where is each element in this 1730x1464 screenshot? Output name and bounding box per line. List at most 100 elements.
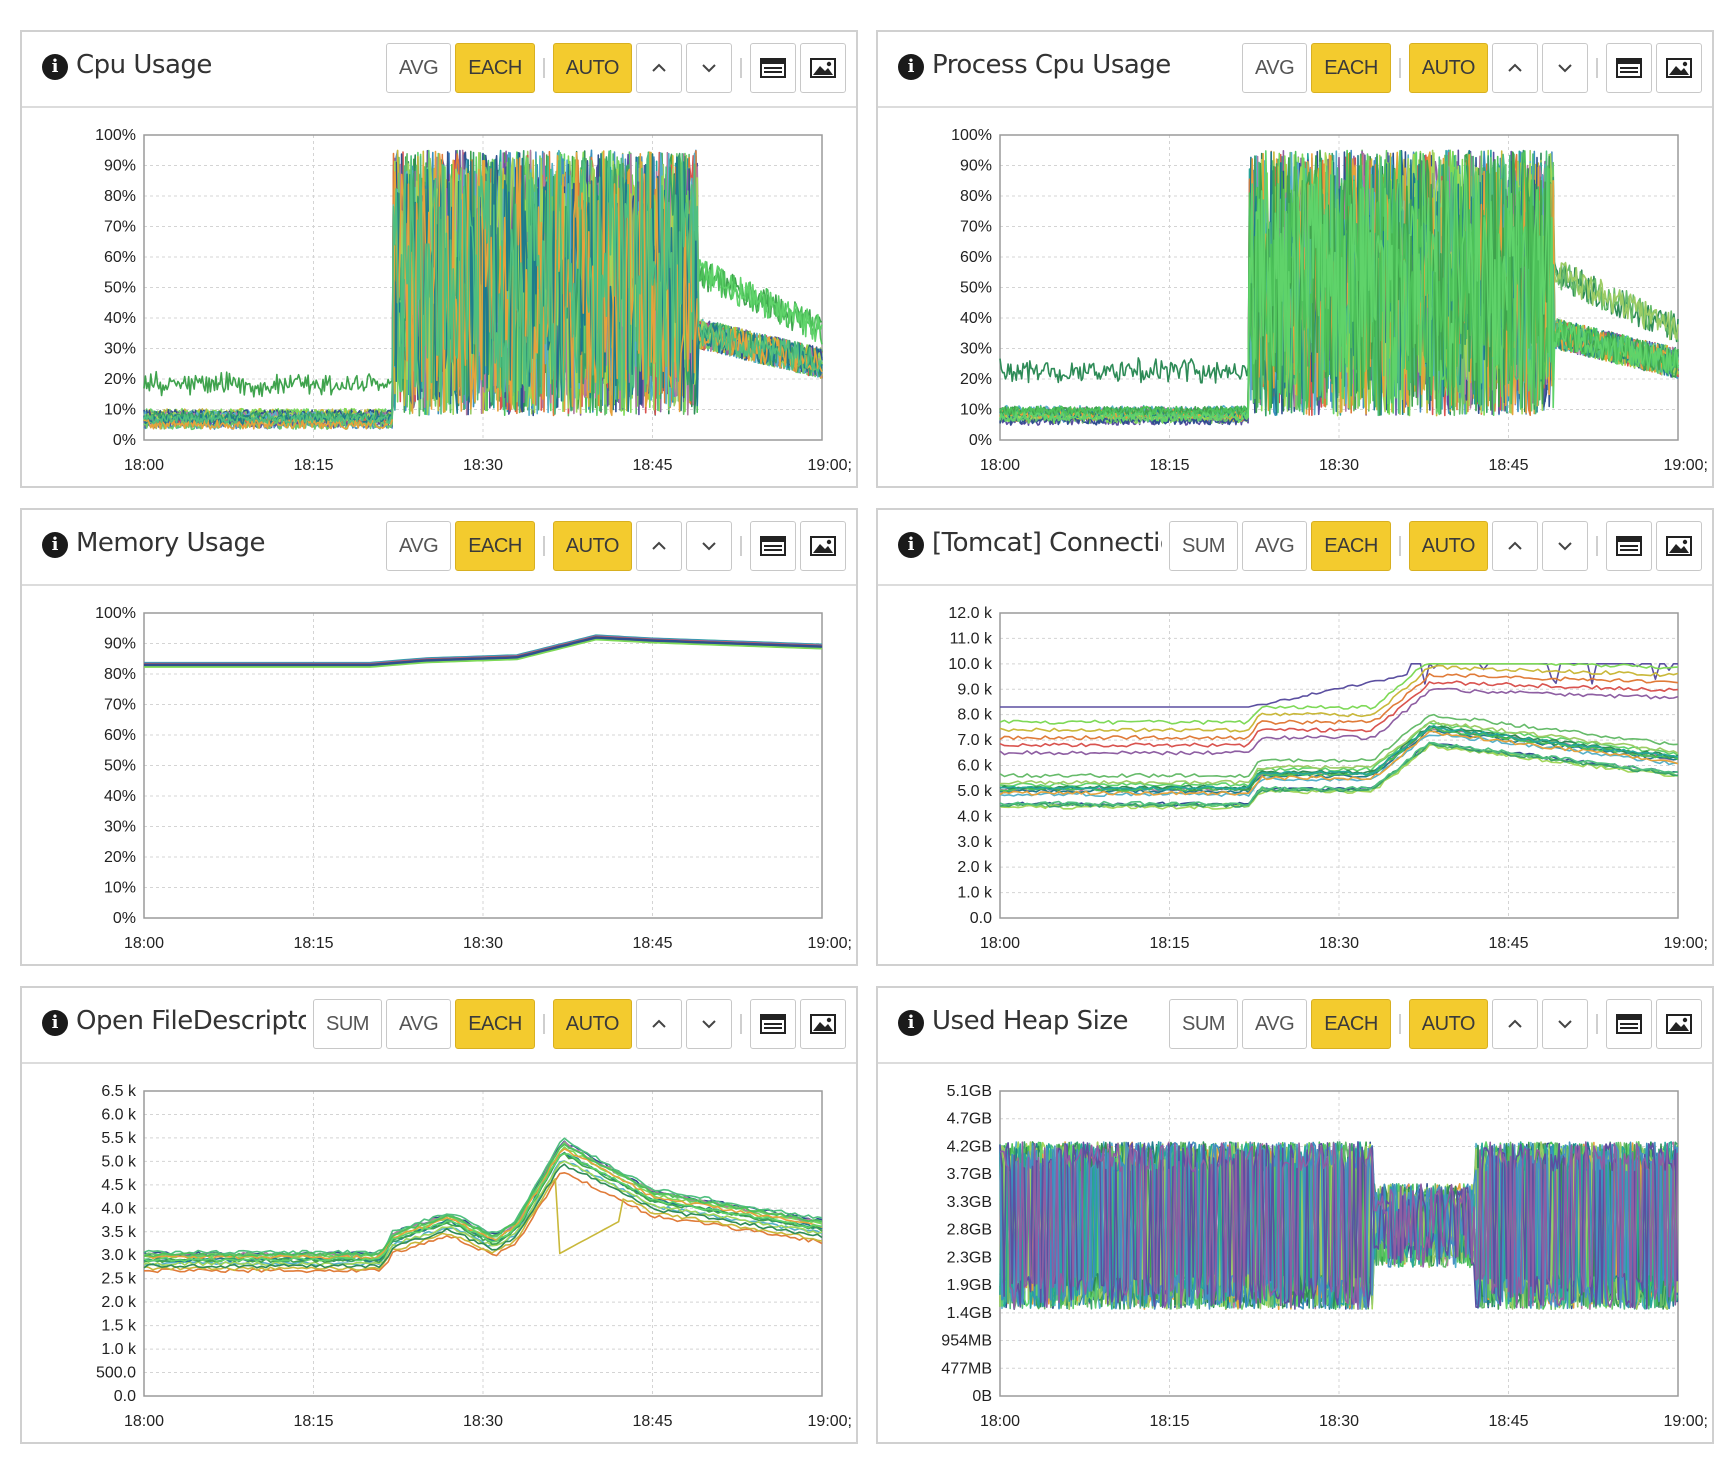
auto-button[interactable]: AUTO: [552, 521, 632, 571]
series-line: [143, 1143, 823, 1258]
y-tick-label: 8.0 k: [957, 707, 993, 724]
each-button[interactable]: EACH: [455, 521, 535, 571]
scale-up-button[interactable]: [1492, 521, 1538, 571]
sum-button[interactable]: SUM: [1169, 521, 1238, 571]
scale-up-button[interactable]: [636, 999, 682, 1049]
series-line: [143, 1137, 823, 1255]
line-chart[interactable]: 12.0 k 11.0 k 10.0 k 9.0 k 8.0 k 7.0 k 6.0 k 5.…: [878, 588, 1712, 966]
avg-button[interactable]: AVG: [1241, 999, 1308, 1049]
auto-button[interactable]: AUTO: [552, 999, 632, 1049]
table-view-button[interactable]: [1606, 521, 1652, 571]
y-tick-label: 90%: [960, 158, 992, 175]
sum-button[interactable]: SUM: [1169, 999, 1238, 1049]
plot-frame: [999, 612, 1679, 919]
line-chart[interactable]: 100% 90% 80% 70% 60% 50% 40% 30% 20% 10% 0% 18:00 18…: [22, 588, 856, 966]
image-export-button[interactable]: [1656, 521, 1702, 571]
scale-down-button[interactable]: [686, 521, 732, 571]
y-tick-label: 60%: [104, 727, 136, 744]
image-export-button[interactable]: [800, 521, 846, 571]
table-view-button[interactable]: [750, 999, 796, 1049]
series-group: [144, 634, 823, 668]
image-export-icon: [1666, 58, 1692, 78]
table-view-button[interactable]: [1606, 999, 1652, 1049]
y-tick-label: 1.0 k: [957, 885, 993, 902]
each-button[interactable]: EACH: [1311, 999, 1391, 1049]
auto-button[interactable]: AUTO: [1408, 43, 1488, 93]
chevron-down-icon: [702, 64, 716, 73]
chevron-down-icon: [1558, 542, 1572, 551]
x-tick-label: 18:45: [1488, 1413, 1528, 1430]
auto-button[interactable]: AUTO: [1408, 521, 1488, 571]
info-icon[interactable]: i: [898, 1010, 924, 1036]
y-tick-label: 80%: [960, 188, 992, 205]
table-view-button[interactable]: [1606, 43, 1652, 93]
scale-down-button[interactable]: [1542, 43, 1588, 93]
image-export-button[interactable]: [1656, 999, 1702, 1049]
x-tick-label: 18:45: [1488, 457, 1528, 474]
info-icon[interactable]: i: [42, 532, 68, 558]
avg-button[interactable]: AVG: [385, 43, 452, 93]
auto-button[interactable]: AUTO: [552, 43, 632, 93]
x-tick-label: 18:00: [124, 935, 164, 952]
auto-button[interactable]: AUTO: [1408, 999, 1488, 1049]
scale-up-button[interactable]: [636, 521, 682, 571]
scale-down-button[interactable]: [1542, 521, 1588, 571]
avg-button[interactable]: AVG: [385, 521, 452, 571]
y-tick-label: 80%: [104, 188, 136, 205]
avg-button[interactable]: AVG: [385, 999, 452, 1049]
chart-area: 100% 90% 80% 70% 60% 50% 40% 30% 20% 10% 0% 18:00 18…: [878, 110, 1712, 486]
y-tick-label: 5.1GB: [947, 1083, 992, 1100]
image-export-button[interactable]: [1656, 43, 1702, 93]
each-button[interactable]: EACH: [455, 999, 535, 1049]
chart-panel-2: i Memory Usage AVG EACH AUTO 100% 90% 80% 70% 60%…: [20, 508, 858, 966]
scale-up-button[interactable]: [636, 43, 682, 93]
each-button[interactable]: EACH: [455, 43, 535, 93]
panel-header: i Open FileDescriptor SUM AVG EACH AUTO: [22, 988, 856, 1064]
table-view-button[interactable]: [750, 43, 796, 93]
image-export-button[interactable]: [800, 999, 846, 1049]
panel-toolbar: AVG EACH AUTO: [382, 42, 846, 94]
x-tick-label: 18:30: [1319, 457, 1359, 474]
scale-up-button[interactable]: [1492, 43, 1538, 93]
info-icon[interactable]: i: [42, 1010, 68, 1036]
y-tick-label: 1.5 k: [101, 1318, 137, 1335]
info-icon[interactable]: i: [898, 54, 924, 80]
image-export-button[interactable]: [800, 43, 846, 93]
x-tick-label: 19:00;: [808, 1413, 852, 1430]
y-tick-label: 30%: [104, 341, 136, 358]
table-view-icon: [760, 536, 786, 556]
y-tick-label: 954MB: [941, 1333, 992, 1350]
table-view-button[interactable]: [750, 521, 796, 571]
line-chart[interactable]: 100% 90% 80% 70% 60% 50% 40% 30% 20% 10% 0% 18:00 18…: [22, 110, 856, 488]
line-chart[interactable]: 6.5 k 6.0 k 5.5 k 5.0 k 4.5 k 4.0 k 3.5 k 3.0 k…: [22, 1066, 856, 1444]
scale-down-button[interactable]: [686, 43, 732, 93]
plot-frame: [143, 612, 823, 919]
scale-down-button[interactable]: [1542, 999, 1588, 1049]
line-chart[interactable]: 100% 90% 80% 70% 60% 50% 40% 30% 20% 10% 0% 18:00 18…: [878, 110, 1712, 488]
scale-up-button[interactable]: [1492, 999, 1538, 1049]
y-tick-label: 2.3GB: [947, 1249, 992, 1266]
y-tick-label: 3.0 k: [101, 1247, 137, 1264]
y-tick-label: 1.4GB: [947, 1305, 992, 1322]
table-view-icon: [1616, 1014, 1642, 1034]
y-tick-label: 2.8GB: [947, 1222, 992, 1239]
chevron-up-icon: [1508, 541, 1522, 550]
series-line: [999, 672, 1679, 741]
avg-button[interactable]: AVG: [1241, 521, 1308, 571]
each-button[interactable]: EACH: [1311, 521, 1391, 571]
line-chart[interactable]: 5.1GB 4.7GB 4.2GB 3.7GB 3.3GB 2.8GB 2.3GB 1.9GB…: [878, 1066, 1712, 1444]
image-export-icon: [810, 536, 836, 556]
y-tick-label: 40%: [960, 310, 992, 327]
y-tick-label: 6.0 k: [101, 1106, 137, 1123]
avg-button[interactable]: AVG: [1241, 43, 1308, 93]
series-line: [143, 1163, 823, 1269]
x-tick-label: 18:15: [1149, 457, 1189, 474]
info-icon[interactable]: i: [42, 54, 68, 80]
series-line: [999, 680, 1679, 748]
scale-down-button[interactable]: [686, 999, 732, 1049]
y-tick-label: 4.2GB: [947, 1138, 992, 1155]
sum-button[interactable]: SUM: [313, 999, 382, 1049]
info-icon[interactable]: i: [898, 532, 924, 558]
each-button[interactable]: EACH: [1311, 43, 1391, 93]
